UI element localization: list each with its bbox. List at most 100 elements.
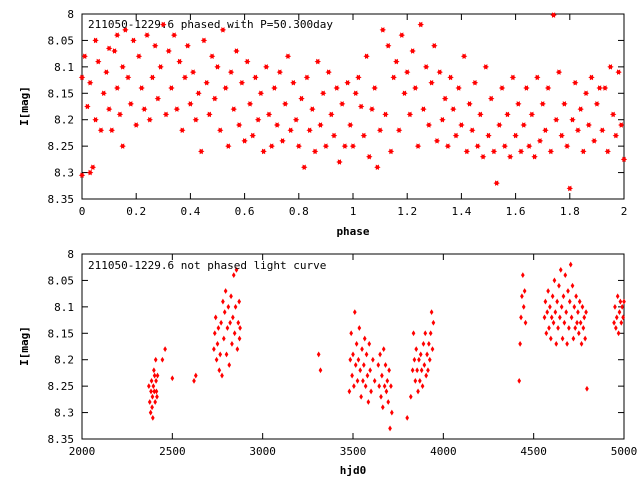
phased-data-point xyxy=(387,148,395,155)
phased-data-point xyxy=(482,64,489,70)
unphased-data-point xyxy=(418,351,423,358)
unphased-data-point xyxy=(431,319,436,326)
unphased-data-point xyxy=(153,356,158,363)
phased-data-point xyxy=(179,127,186,134)
unphased-data-point xyxy=(405,414,410,421)
unphased-data-point xyxy=(353,362,358,368)
phased-data-point xyxy=(585,122,592,128)
unphased-data-point xyxy=(552,277,557,284)
phased-data-point xyxy=(501,143,508,149)
unphased-data-point xyxy=(567,325,571,331)
phased-data-point xyxy=(181,74,189,81)
unphased-data-point xyxy=(617,309,622,316)
unphased-data-point xyxy=(428,330,433,337)
phased-data-point xyxy=(130,37,137,44)
unphased-data-point xyxy=(415,367,419,374)
phased-data-point xyxy=(301,164,308,171)
phased-data-point xyxy=(580,148,587,155)
unphased-data-point xyxy=(221,335,226,342)
phased-data-point xyxy=(273,122,281,128)
phased-x-tick-label: 2 xyxy=(621,205,628,218)
unphased-data-point xyxy=(234,266,239,273)
phased-data-point xyxy=(450,106,457,112)
phased-panel: 0 0.2 0.4 0.6 0.8 1 1.2 1.4 1.6 1.8 2 8 8.05 8.1 8.15 8… xyxy=(18,8,627,238)
unphased-data-point xyxy=(351,351,355,358)
phased-x-axis-label: phase xyxy=(336,225,369,238)
phased-data-point xyxy=(601,85,609,91)
phased-data-point xyxy=(412,85,419,91)
phased-data-point xyxy=(282,101,289,107)
unphased-data-point xyxy=(220,372,224,379)
phased-data-point xyxy=(238,79,246,86)
phased-data-point xyxy=(607,64,614,70)
unphased-data-point xyxy=(408,393,413,400)
phased-data-point xyxy=(344,79,351,86)
phased-data-point xyxy=(230,106,237,112)
phased-data-point xyxy=(406,111,414,118)
unphased-y-tick-label: 8 xyxy=(67,248,74,261)
phased-data-point xyxy=(105,106,113,112)
phased-data-point xyxy=(325,69,332,75)
phased-data-point xyxy=(366,153,373,160)
phased-data-point xyxy=(292,116,300,123)
unphased-data-point xyxy=(362,335,367,342)
phased-data-point xyxy=(157,64,164,70)
phased-data-point xyxy=(496,122,503,128)
unphased-data-point xyxy=(548,335,553,342)
phased-data-point xyxy=(536,138,544,144)
unphased-data-point xyxy=(160,356,165,363)
phased-data-point xyxy=(590,138,598,144)
unphased-data-point xyxy=(585,385,589,392)
unphased-data-point xyxy=(543,298,548,305)
phased-data-point xyxy=(368,106,376,112)
unphased-data-point xyxy=(410,367,415,374)
unphased-data-point xyxy=(354,340,359,347)
phased-data-point xyxy=(390,74,397,81)
unphased-data-point xyxy=(358,367,363,374)
phased-data-point xyxy=(433,138,441,144)
unphased-data-point xyxy=(613,303,617,310)
unphased-data-point xyxy=(580,303,585,310)
unphased-data-point xyxy=(377,383,382,390)
phased-x-tick-label: 0.4 xyxy=(180,205,200,218)
phased-data-point xyxy=(246,101,254,107)
phased-data-point xyxy=(604,148,611,155)
unphased-data-point xyxy=(361,377,365,384)
phased-data-point xyxy=(355,74,362,81)
phased-x-tick-label: 1.4 xyxy=(451,205,471,218)
phased-data-point xyxy=(444,143,452,149)
unphased-data-point xyxy=(237,335,242,342)
phased-y-tick-label: 8.15 xyxy=(48,87,75,100)
unphased-data-point xyxy=(561,293,566,300)
unphased-data-point xyxy=(155,393,159,400)
phased-data-point xyxy=(319,90,327,97)
phased-data-point xyxy=(233,48,240,54)
phased-data-point xyxy=(566,185,573,192)
phased-data-point xyxy=(124,74,132,81)
phased-data-point xyxy=(515,101,522,107)
unphased-y-tick-label: 8.05 xyxy=(48,274,75,287)
unphased-data-point xyxy=(352,383,356,390)
unphased-data-point xyxy=(426,367,430,374)
unphased-data-point xyxy=(427,356,432,363)
phased-data-point xyxy=(160,21,167,28)
phased-data-point xyxy=(184,42,191,49)
unphased-data-point xyxy=(227,362,232,368)
unphased-data-point xyxy=(352,309,357,316)
unphased-data-point xyxy=(582,314,587,321)
unphased-data-point xyxy=(152,367,156,374)
phased-data-point xyxy=(555,69,563,75)
phased-data-point xyxy=(151,42,159,49)
phased-data-point xyxy=(206,111,213,118)
phased-data-point xyxy=(553,116,560,123)
unphased-data-point xyxy=(390,409,394,416)
phased-y-tick-label: 8.05 xyxy=(48,34,75,47)
unphased-data-point xyxy=(384,388,389,395)
unphased-data-point xyxy=(429,309,434,316)
phased-data-point xyxy=(114,85,121,91)
unphased-data-point xyxy=(238,325,242,331)
unphased-data-point xyxy=(554,340,559,347)
phased-data-point xyxy=(447,74,454,81)
phased-data-point xyxy=(276,69,284,75)
